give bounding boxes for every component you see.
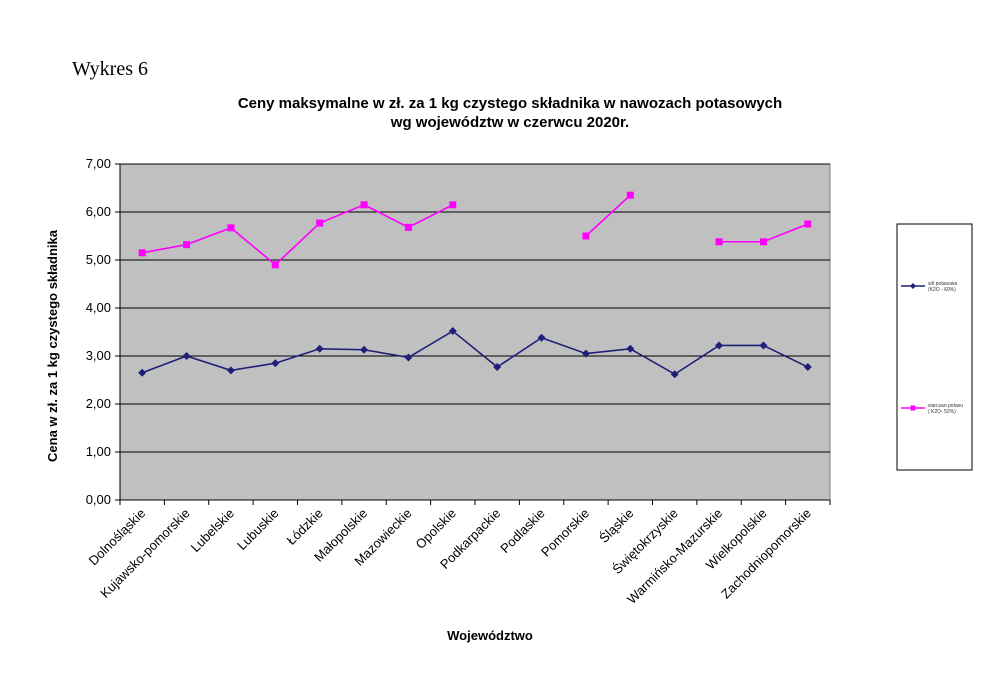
- chart-title-line-2: wg województw w czerwcu 2020r.: [390, 114, 630, 131]
- y-tick-label: 2,00: [86, 396, 111, 411]
- data-point: [803, 363, 812, 372]
- data-point: [315, 344, 324, 353]
- legend-box: [896, 223, 973, 471]
- series-1: [138, 327, 812, 379]
- x-tick-label: Kujawsko-pomorskie: [97, 506, 192, 601]
- legend-marker: [910, 405, 916, 411]
- data-point: [581, 349, 590, 358]
- data-point: [404, 223, 412, 231]
- y-tick-label: 3,00: [86, 348, 111, 363]
- data-point: [582, 232, 590, 240]
- data-point: [316, 219, 324, 227]
- legend: sól potasowa (K2O - 60%) siarczan potasu( …: [896, 223, 973, 471]
- plot-area: [119, 163, 831, 501]
- data-point: [626, 344, 635, 353]
- y-tick-label: 0,00: [86, 492, 111, 507]
- x-tick-label: Śląskie: [596, 506, 636, 546]
- legend-marker: [910, 283, 916, 289]
- page-label: Wykres 6: [72, 58, 148, 80]
- data-point: [626, 191, 634, 199]
- chart-title: Ceny maksymalne w zł. za 1 kg czystego s…: [130, 94, 890, 132]
- y-tick-label: 1,00: [86, 444, 111, 459]
- data-point: [271, 359, 280, 368]
- x-axis-title: Województwo: [447, 628, 533, 643]
- y-axis-title: Cena w zł. za 1 kg czystego składnika: [45, 229, 60, 462]
- legend-label: siarczan potasu( K2O- 52%): [928, 403, 963, 415]
- y-tick-label: 6,00: [86, 204, 111, 219]
- data-point: [759, 238, 767, 246]
- data-point: [183, 241, 191, 249]
- y-tick-label: 5,00: [86, 252, 111, 267]
- data-point: [715, 238, 723, 246]
- data-point: [360, 345, 369, 354]
- x-tick-label: Łódzkie: [284, 506, 326, 548]
- x-tick-label: Lubuskie: [234, 506, 281, 553]
- data-point: [804, 220, 812, 228]
- y-tick-label: 7,00: [86, 156, 111, 171]
- data-point: [449, 201, 457, 209]
- series-line: [141, 330, 809, 376]
- legend-label: sól potasowa (K2O - 60%): [928, 281, 957, 293]
- data-point: [404, 353, 413, 362]
- x-tick-label: Zachodniopomorskie: [718, 506, 814, 602]
- data-point: [138, 368, 147, 377]
- series-line: [585, 194, 631, 237]
- data-point: [537, 333, 546, 342]
- data-point: [226, 366, 235, 375]
- x-tick-label: Lubelskie: [188, 506, 237, 555]
- series-2: [138, 191, 812, 269]
- series-layer: [138, 191, 812, 379]
- data-point: [715, 341, 724, 350]
- gridlines: [120, 163, 830, 453]
- data-point: [227, 224, 235, 232]
- data-point: [360, 201, 368, 209]
- series-line: [142, 203, 454, 266]
- data-point: [182, 352, 191, 360]
- x-tick-label: Pomorskie: [538, 506, 592, 560]
- data-point: [670, 370, 679, 379]
- y-tick-label: 4,00: [86, 300, 111, 315]
- data-point: [271, 261, 279, 269]
- data-point: [448, 327, 457, 336]
- data-point: [759, 341, 768, 350]
- plot-background: [119, 163, 831, 501]
- data-point: [138, 249, 146, 257]
- data-point: [493, 363, 502, 372]
- chart-title-line-1: Ceny maksymalne w zł. za 1 kg czystego s…: [237, 95, 783, 112]
